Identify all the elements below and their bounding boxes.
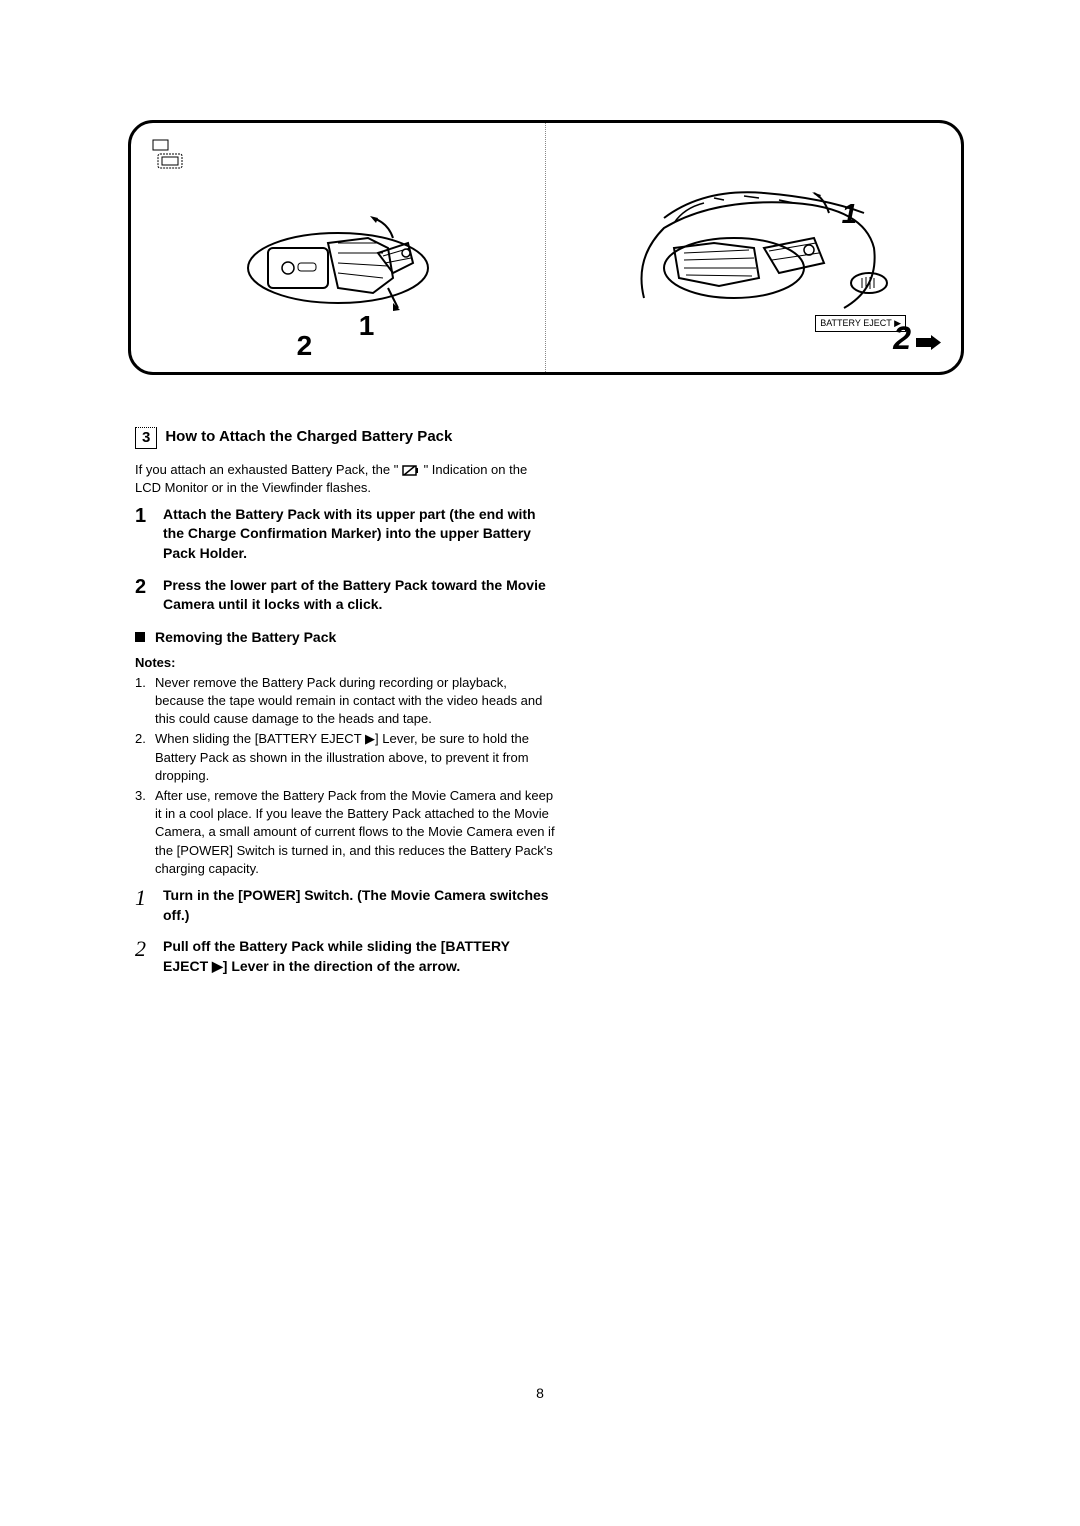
remove-step-1-illust-label: 1 bbox=[842, 198, 858, 230]
notes-label: Notes: bbox=[135, 655, 555, 670]
attach-step-1-text: Attach the Battery Pack with its upper p… bbox=[163, 505, 555, 564]
subsection-header: Removing the Battery Pack bbox=[135, 629, 555, 645]
remove-step-2: 2 Pull off the Battery Pack while slidin… bbox=[135, 937, 555, 976]
section-title: How to Attach the Charged Battery Pack bbox=[165, 427, 452, 447]
note-2: 2. When sliding the [BATTERY EJECT ▶] Le… bbox=[135, 730, 555, 785]
note-1: 1. Never remove the Battery Pack during … bbox=[135, 674, 555, 729]
attach-step-2-text: Press the lower part of the Battery Pack… bbox=[163, 576, 555, 615]
note-2-text: When sliding the [BATTERY EJECT ▶] Lever… bbox=[155, 730, 555, 785]
camcorder-remove-illustration bbox=[614, 168, 894, 328]
attach-step-2-label: 2 bbox=[297, 330, 313, 362]
note-3: 3. After use, remove the Battery Pack fr… bbox=[135, 787, 555, 878]
direction-arrow-icon bbox=[916, 335, 941, 350]
bullet-square-icon bbox=[135, 632, 145, 642]
note-3-text: After use, remove the Battery Pack from … bbox=[155, 787, 555, 878]
illustration-right-panel: 1 BATTERY EJECT ▶ 2 bbox=[546, 123, 961, 372]
intro-text-before: If you attach an exhausted Battery Pack,… bbox=[135, 462, 402, 477]
remove-step-1: 1 Turn in the [POWER] Switch. (The Movie… bbox=[135, 886, 555, 925]
remove-step-2-number: 2 bbox=[135, 937, 163, 976]
remove-step-2-illust-label: 2 bbox=[893, 320, 911, 357]
attach-step-1-label: 1 bbox=[359, 310, 375, 342]
section-header: 3 How to Attach the Charged Battery Pack bbox=[135, 427, 555, 449]
subsection-title: Removing the Battery Pack bbox=[155, 629, 336, 645]
section-number: 3 bbox=[135, 427, 157, 449]
note-3-number: 3. bbox=[135, 787, 155, 878]
note-1-number: 1. bbox=[135, 674, 155, 729]
intro-paragraph: If you attach an exhausted Battery Pack,… bbox=[135, 461, 555, 497]
attach-step-2: 2 Press the lower part of the Battery Pa… bbox=[135, 576, 555, 615]
attach-step-1-number: 1 bbox=[135, 505, 163, 564]
note-1-text: Never remove the Battery Pack during rec… bbox=[155, 674, 555, 729]
remove-step-1-text: Turn in the [POWER] Switch. (The Movie C… bbox=[163, 886, 555, 925]
remove-step-2-text: Pull off the Battery Pack while sliding … bbox=[163, 937, 555, 976]
illustration-panel: 1 2 1 BATTERY EJECT ▶ 2 bbox=[128, 120, 964, 375]
note-2-number: 2. bbox=[135, 730, 155, 785]
battery-empty-icon bbox=[402, 464, 420, 477]
battery-indicator-icon bbox=[151, 138, 191, 173]
remove-step-1-number: 1 bbox=[135, 886, 163, 925]
illustration-left-panel: 1 2 bbox=[131, 123, 546, 372]
page-number: 8 bbox=[536, 1385, 544, 1401]
camcorder-attach-illustration bbox=[238, 188, 438, 328]
attach-step-1: 1 Attach the Battery Pack with its upper… bbox=[135, 505, 555, 564]
content-column: 3 How to Attach the Charged Battery Pack… bbox=[135, 427, 555, 988]
attach-step-2-number: 2 bbox=[135, 576, 163, 615]
